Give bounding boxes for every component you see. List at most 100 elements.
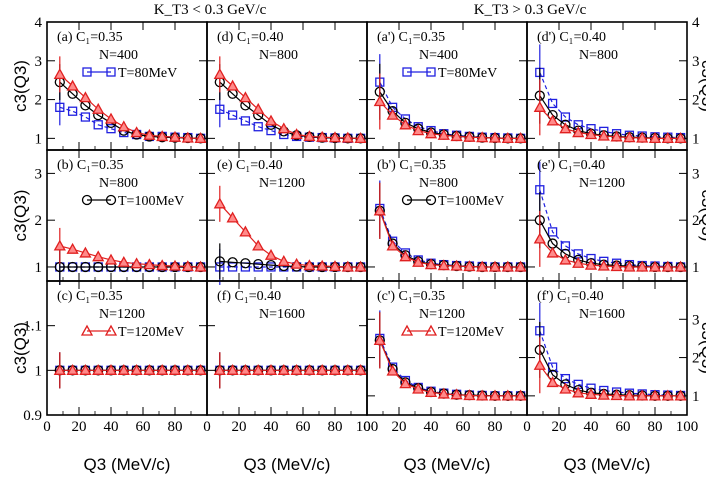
point-T=120MeV — [277, 255, 290, 267]
legend-label: T=100MeV — [118, 194, 184, 209]
point-T=120MeV — [341, 363, 354, 375]
point-T=120MeV — [610, 260, 623, 272]
point-T=120MeV — [252, 239, 265, 251]
point-T=120MeV — [488, 131, 502, 143]
series-line-T=80MeV — [539, 189, 681, 268]
point-T=120MeV — [252, 102, 265, 114]
point-T=120MeV — [341, 260, 354, 272]
point-T=120MeV — [559, 122, 572, 134]
point-T=120MeV — [597, 259, 610, 271]
point-T=120MeV — [546, 114, 559, 126]
panel-label: (d) C₁=0.40 — [217, 30, 283, 45]
point-T=80MeV — [227, 262, 238, 272]
point-T=120MeV — [623, 260, 636, 272]
point-T=120MeV — [610, 130, 623, 142]
panel-label: (c') C₁=0.35 — [377, 289, 445, 304]
point-T=120MeV — [79, 91, 92, 103]
legend-marker — [424, 324, 438, 336]
point-T=120MeV — [661, 260, 674, 272]
point-T=80MeV — [80, 112, 91, 122]
point-T=120MeV — [168, 259, 182, 271]
point-T=120MeV — [610, 389, 623, 401]
x-axis-label: Q3 (MeV/c) — [404, 455, 491, 474]
y-tick-label: 4 — [35, 15, 43, 31]
point-T=120MeV — [546, 246, 559, 258]
point-T=120MeV — [354, 260, 367, 272]
y-tick-label: 3 — [692, 312, 700, 328]
y-tick-label: 4 — [692, 15, 700, 31]
legend-label: T=120MeV — [438, 325, 504, 340]
point-T=120MeV — [252, 363, 265, 375]
y-tick-label: 2 — [35, 93, 43, 109]
point-T=120MeV — [104, 363, 118, 375]
point-T=120MeV — [53, 363, 66, 375]
point-T=120MeV — [117, 120, 130, 132]
point-T=120MeV — [437, 387, 450, 399]
panel-e2: 1 2 3 (e') C₁=0.40 N=1200 — [526, 149, 700, 282]
legend-marker — [426, 67, 436, 77]
point-T=120MeV — [424, 386, 438, 398]
point-T=120MeV — [156, 363, 169, 375]
point-T=120MeV — [316, 130, 329, 142]
x-tick-label: 100 — [356, 419, 379, 435]
point-T=120MeV — [546, 376, 559, 388]
x-tick-label: 60 — [616, 419, 631, 435]
legend-label: T=120MeV — [118, 325, 184, 340]
point-T=120MeV — [399, 118, 412, 130]
legend-marker — [106, 67, 116, 77]
x-tick-label: 80 — [168, 419, 183, 435]
point-T=120MeV — [226, 211, 239, 223]
x-tick-label: 0 — [523, 419, 531, 435]
point-T=120MeV — [597, 129, 610, 141]
panel-label: (a') C₁=0.35 — [377, 30, 445, 45]
point-T=120MeV — [373, 334, 386, 345]
point-T=100MeV — [240, 258, 251, 269]
panel-label: (f') C₁=0.40 — [537, 289, 604, 304]
point-T=120MeV — [412, 124, 425, 136]
point-T=120MeV — [373, 95, 386, 107]
panel-n-label: N=400 — [99, 48, 138, 63]
panel-label: (e') C₁=0.40 — [537, 158, 605, 173]
point-T=120MeV — [450, 259, 463, 271]
point-T=120MeV — [168, 363, 182, 375]
point-T=120MeV — [181, 363, 194, 375]
point-T=120MeV — [66, 242, 79, 254]
point-T=120MeV — [328, 363, 342, 375]
y-tick-label: 2 — [35, 213, 43, 229]
y-tick-label: 1 — [692, 260, 700, 276]
series-line-T=80MeV — [379, 208, 521, 268]
point-T=120MeV — [661, 389, 674, 401]
y-tick-label: 2 — [692, 213, 700, 229]
point-T=120MeV — [648, 389, 662, 401]
panel-n-label: N=1200 — [99, 307, 145, 322]
point-T=120MeV — [399, 250, 412, 262]
point-T=120MeV — [239, 91, 252, 103]
point-T=80MeV — [106, 124, 116, 134]
point-T=120MeV — [386, 239, 399, 251]
series-line-T=80MeV — [539, 72, 681, 139]
point-T=120MeV — [572, 256, 585, 268]
point-T=80MeV — [55, 102, 65, 112]
point-T=120MeV — [584, 128, 598, 140]
point-T=120MeV — [79, 246, 92, 258]
panel-n-label: N=1200 — [419, 307, 465, 322]
point-T=100MeV — [253, 259, 264, 270]
y-axis-label-left: c3(Q3) — [11, 190, 30, 242]
panel-d: (d) C₁=0.40 N=800 — [206, 21, 368, 151]
panel-label: (b) C₁=0.35 — [57, 158, 123, 173]
point-T=120MeV — [623, 131, 636, 143]
point-T=80MeV — [240, 116, 251, 126]
point-T=120MeV — [636, 131, 649, 143]
point-T=80MeV — [253, 122, 263, 132]
y-labels: c3(Q3) c3(Q3) c3(Q3) c3(Q3) c3(Q3) c3(Q3) — [11, 60, 706, 374]
point-T=120MeV — [450, 388, 463, 400]
point-T=120MeV — [399, 377, 412, 389]
point-T=120MeV — [156, 259, 169, 271]
x-tick-label: 20 — [72, 419, 87, 435]
point-T=120MeV — [303, 259, 316, 271]
y-tick-label: 3 — [692, 166, 700, 182]
point-T=120MeV — [277, 122, 290, 134]
legend-label: T=80MeV — [438, 66, 497, 81]
point-T=120MeV — [450, 130, 463, 142]
